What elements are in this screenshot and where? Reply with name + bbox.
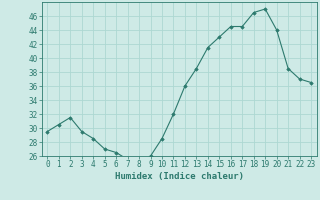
X-axis label: Humidex (Indice chaleur): Humidex (Indice chaleur): [115, 172, 244, 181]
